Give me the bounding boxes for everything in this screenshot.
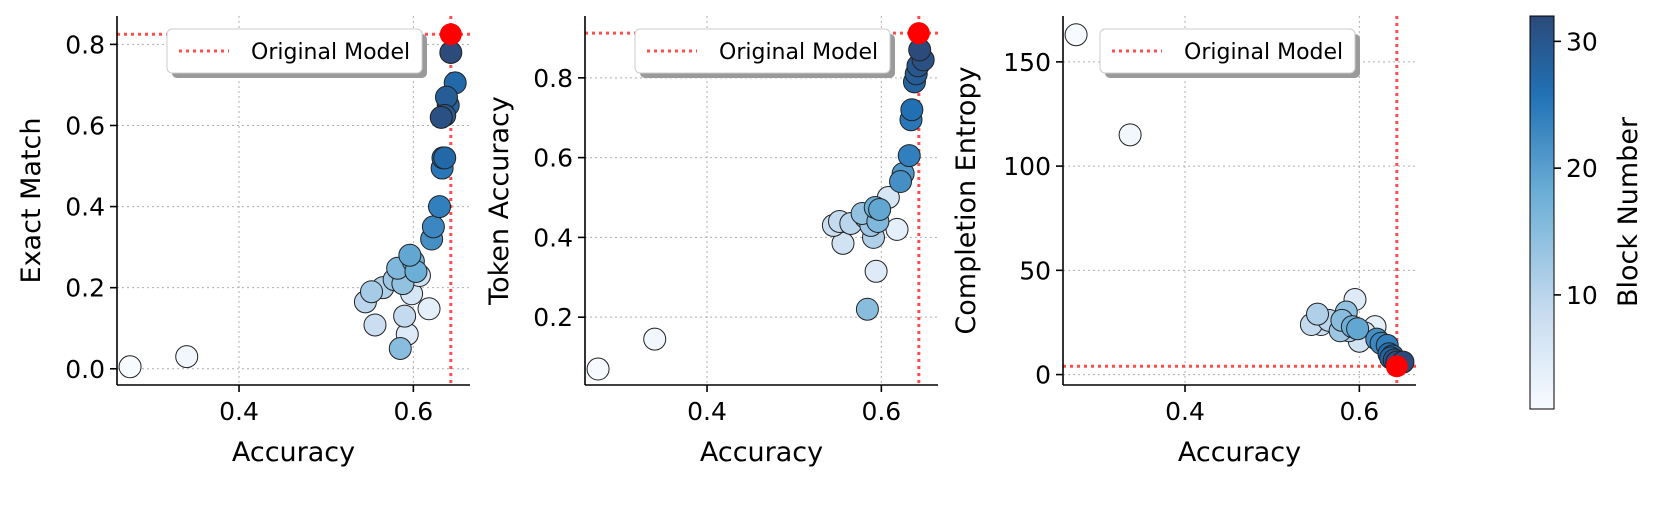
- data-point: [393, 304, 417, 328]
- colorbar-ticks: 10 20 30: [1554, 27, 1598, 310]
- y-tick-label: 50: [1019, 256, 1051, 285]
- legend-label: Original Model: [251, 40, 410, 65]
- x-tick-label: 0.6: [393, 397, 433, 426]
- y-axis-label: Completion Entropy: [951, 66, 982, 334]
- data-point: [897, 144, 921, 168]
- y-tick-label: 150: [1003, 48, 1051, 77]
- y-tick-label: 0.2: [533, 303, 573, 332]
- x-tick-label: 0.4: [1165, 397, 1205, 426]
- original-model-point: [907, 22, 930, 45]
- data-point: [586, 357, 610, 381]
- y-tick-label: 0.6: [65, 111, 105, 140]
- y-axis-label: Token Accuracy: [484, 96, 515, 306]
- data-point: [889, 170, 913, 194]
- legend: Original Model: [166, 28, 427, 78]
- x-tick-label: 0.4: [687, 397, 727, 426]
- x-tick-label: 0.6: [861, 397, 901, 426]
- data-point: [900, 98, 924, 122]
- panel-exact-match: 0.4 0.6 0.0 0.2 0.4 0.6 0.8 Accuracy Exact Match…: [16, 16, 470, 468]
- data-point: [427, 195, 451, 219]
- panel-token-accuracy: 0.4 0.6 0.2 0.4 0.6 0.8 Accuracy Token Accuracy…: [484, 16, 938, 468]
- colorbar-tick-label: 30: [1566, 27, 1598, 56]
- data-point: [855, 297, 879, 321]
- y-tick-label: 0: [1035, 361, 1051, 390]
- panel-completion-entropy: 0.4 0.6 0 50 100 150 Accuracy Completion Entrop…: [951, 16, 1416, 468]
- data-point: [398, 243, 422, 267]
- data-point: [1064, 23, 1088, 47]
- x-tick-label: 0.6: [1339, 397, 1379, 426]
- y-tick-label: 0.6: [533, 144, 573, 173]
- colorbar-gradient: [1529, 15, 1555, 410]
- legend-label: Original Model: [1184, 40, 1343, 65]
- original-model-point: [1385, 355, 1408, 378]
- legend-label: Original Model: [719, 40, 878, 65]
- data-point: [643, 327, 667, 351]
- y-tick-label: 0.4: [65, 193, 105, 222]
- y-tick-label: 0.8: [65, 30, 105, 59]
- data-point: [864, 259, 888, 283]
- colorbar: 10 20 30 Block Number: [1529, 15, 1644, 410]
- legend: Original Model: [634, 28, 895, 78]
- original-model-point: [439, 23, 462, 46]
- data-point: [868, 197, 892, 221]
- y-tick-label: 100: [1003, 152, 1051, 181]
- y-axis-label: Exact Match: [16, 118, 47, 284]
- y-tick-label: 0.4: [533, 223, 573, 252]
- data-point: [417, 297, 441, 321]
- y-tick-label: 0.2: [65, 274, 105, 303]
- data-point: [363, 313, 387, 337]
- data-point: [1346, 317, 1370, 341]
- data-point: [1306, 302, 1330, 326]
- y-tick-label: 0.8: [533, 64, 573, 93]
- data-point: [118, 355, 142, 379]
- data-point: [1118, 123, 1142, 147]
- data-point: [421, 215, 445, 239]
- colorbar-tick-label: 20: [1566, 154, 1598, 183]
- data-point: [360, 280, 384, 304]
- legend-box: [634, 28, 891, 74]
- data-point: [388, 337, 412, 361]
- legend-box: [1099, 28, 1356, 74]
- x-axis-label: Accuracy: [232, 437, 355, 468]
- colorbar-tick-label: 10: [1566, 281, 1598, 310]
- x-tick-label: 0.4: [219, 397, 259, 426]
- data-point: [175, 345, 199, 369]
- colorbar-label: Block Number: [1613, 116, 1644, 307]
- legend-box: [166, 28, 423, 74]
- x-axis-label: Accuracy: [1178, 437, 1301, 468]
- data-point: [429, 105, 453, 129]
- legend: Original Model: [1099, 28, 1360, 78]
- x-axis-label: Accuracy: [700, 437, 823, 468]
- y-tick-label: 0.0: [65, 355, 105, 384]
- data-point: [433, 146, 457, 170]
